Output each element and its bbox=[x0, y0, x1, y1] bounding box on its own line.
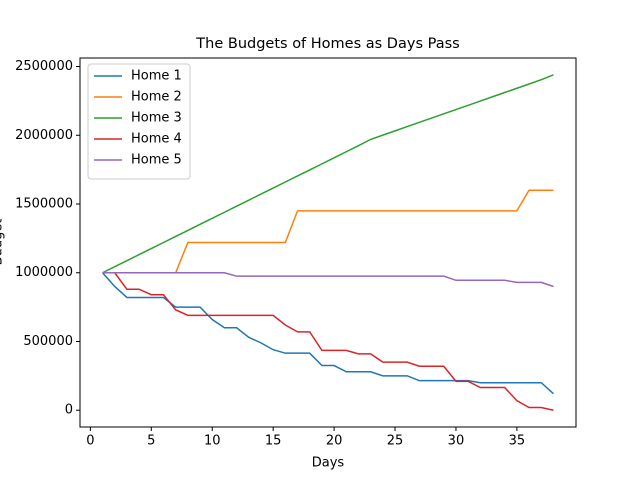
chart-title: The Budgets of Homes as Days Pass bbox=[195, 36, 459, 52]
line-series bbox=[102, 271, 554, 288]
line-series bbox=[101, 272, 554, 395]
plot-frame bbox=[79, 57, 577, 428]
line-series bbox=[102, 74, 554, 274]
x-tick-label: 35 bbox=[509, 434, 526, 449]
x-tick-label: 20 bbox=[326, 434, 343, 449]
y-tick-label: 0 bbox=[65, 403, 73, 418]
y-tick-label: 500000 bbox=[23, 334, 73, 349]
y-tick-label: 1000000 bbox=[15, 265, 73, 280]
legend-label: Home 2 bbox=[131, 90, 182, 105]
x-tick-label: 10 bbox=[204, 434, 221, 449]
y-tick-label: 2000000 bbox=[15, 128, 73, 143]
legend-label: Home 5 bbox=[131, 153, 182, 168]
x-tick-label: 15 bbox=[265, 434, 282, 449]
x-tick-label: 5 bbox=[147, 434, 155, 449]
legend-box bbox=[87, 63, 191, 180]
line-series bbox=[102, 189, 554, 274]
y-tick-label: 1500000 bbox=[15, 197, 73, 212]
legend-label: Home 1 bbox=[131, 69, 182, 84]
x-tick-label: 0 bbox=[86, 434, 94, 449]
y-axis-label: Budget bbox=[0, 219, 6, 266]
x-tick-label: 30 bbox=[448, 434, 465, 449]
legend-label: Home 3 bbox=[131, 111, 182, 126]
x-axis-label: Days bbox=[312, 456, 345, 471]
y-tick-label: 2500000 bbox=[15, 59, 73, 74]
legend-label: Home 4 bbox=[131, 132, 182, 147]
x-tick-label: 25 bbox=[387, 434, 404, 449]
line-series bbox=[102, 271, 554, 411]
